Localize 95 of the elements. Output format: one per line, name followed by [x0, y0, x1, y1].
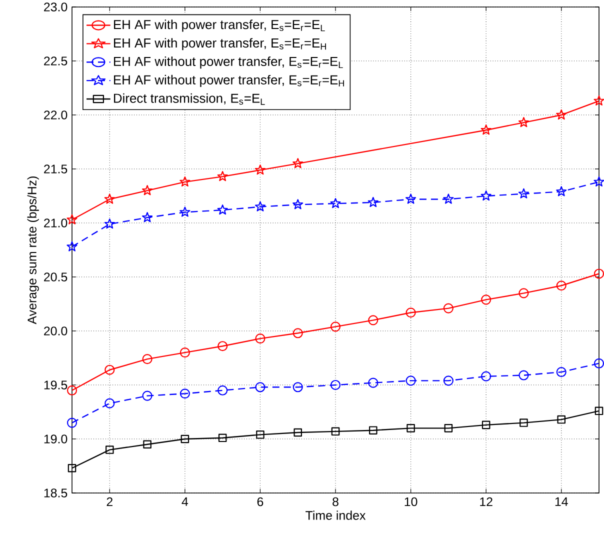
point: [256, 430, 264, 439]
point: [556, 280, 566, 291]
point: [142, 390, 152, 401]
point: [104, 218, 115, 229]
point: [180, 206, 190, 217]
point: [217, 204, 228, 215]
point: [142, 212, 153, 222]
legend-label: EH AF without power transfer, E$_{s}$=E$_{r}$=E$_{L}$: [114, 56, 343, 69]
point: [406, 194, 416, 204]
point: [292, 158, 304, 168]
point: [180, 434, 190, 444]
y-axis-title: Average sum rate (bps/Hz): [27, 176, 39, 324]
point: [480, 190, 492, 201]
point: [369, 426, 378, 434]
point: [444, 424, 453, 432]
point: [104, 364, 115, 375]
point: [368, 315, 378, 326]
y-tick-label: 20.0: [44, 326, 68, 336]
x-tick-label: 6: [257, 497, 264, 506]
x-axis-title: Time index: [306, 510, 366, 520]
point: [68, 464, 76, 472]
point: [331, 427, 340, 436]
point: [255, 382, 266, 392]
point: [443, 303, 454, 314]
y-tick-label: 18.5: [44, 488, 68, 498]
point: [292, 328, 303, 338]
point: [218, 385, 228, 396]
x-tick-label: 2: [106, 497, 112, 506]
x-tick-label: 14: [555, 497, 568, 506]
y-tick-label: 23.0: [44, 2, 68, 12]
point: [518, 188, 530, 198]
point: [443, 194, 454, 204]
point: [217, 171, 228, 182]
point: [330, 198, 341, 208]
x-tick-label: 8: [332, 497, 338, 506]
point: [556, 366, 566, 378]
point: [218, 434, 227, 442]
point: [556, 186, 567, 196]
point: [368, 378, 378, 388]
point: [594, 176, 604, 187]
point: [594, 406, 604, 416]
y-tick-label: 22.0: [44, 110, 68, 120]
point: [104, 398, 115, 408]
point: [255, 334, 266, 344]
point: [594, 95, 604, 106]
point: [254, 201, 266, 212]
legend-label: EH AF with power transfer, E$_{s}$=E$_{r}$=E$_{L}$: [114, 20, 325, 32]
legend-label: Direct transmission, E$_{s}$=E$_{L}$: [114, 93, 265, 105]
y-tick-label: 20.5: [44, 272, 68, 282]
point: [66, 418, 78, 428]
point: [594, 358, 604, 368]
y-tick-label: 19.0: [44, 434, 68, 444]
legend-label: EH AF without power transfer, E$_{s}$=E$_{r}$=E$_{H}$: [114, 74, 344, 88]
y-tick-label: 21.0: [44, 218, 68, 228]
point: [106, 446, 114, 454]
point: [294, 428, 302, 437]
point: [368, 196, 378, 208]
point: [180, 176, 190, 187]
point: [292, 199, 304, 210]
y-tick-label: 21.5: [44, 164, 68, 174]
point: [406, 376, 416, 386]
point: [66, 214, 78, 224]
point: [480, 124, 492, 135]
y-tick-label: 22.5: [44, 56, 68, 66]
point: [104, 194, 115, 204]
point: [142, 185, 153, 196]
point: [180, 388, 190, 399]
point: [406, 308, 416, 318]
point: [481, 294, 492, 305]
point: [292, 382, 303, 392]
point: [66, 241, 78, 252]
point: [406, 424, 415, 432]
point: [482, 420, 490, 430]
point: [218, 341, 228, 352]
point: [66, 385, 78, 396]
point: [518, 288, 529, 298]
legend-label: EH AF with power transfer, E$_{s}$=E$_{r}$=E$_{H}$: [114, 38, 326, 50]
point: [594, 268, 604, 279]
point: [520, 418, 528, 427]
point: [143, 440, 152, 449]
point: [518, 370, 529, 380]
point: [330, 380, 341, 390]
y-tick-label: 19.5: [44, 380, 68, 390]
x-tick-label: 4: [182, 497, 188, 506]
x-tick-label: 12: [480, 497, 492, 506]
point: [556, 109, 567, 120]
point: [481, 371, 492, 382]
point: [142, 354, 152, 364]
point: [557, 415, 566, 424]
point: [443, 376, 454, 386]
point: [518, 117, 530, 128]
point: [330, 322, 341, 332]
x-tick-label: 10: [404, 497, 418, 506]
point: [180, 348, 190, 358]
point: [254, 164, 266, 175]
